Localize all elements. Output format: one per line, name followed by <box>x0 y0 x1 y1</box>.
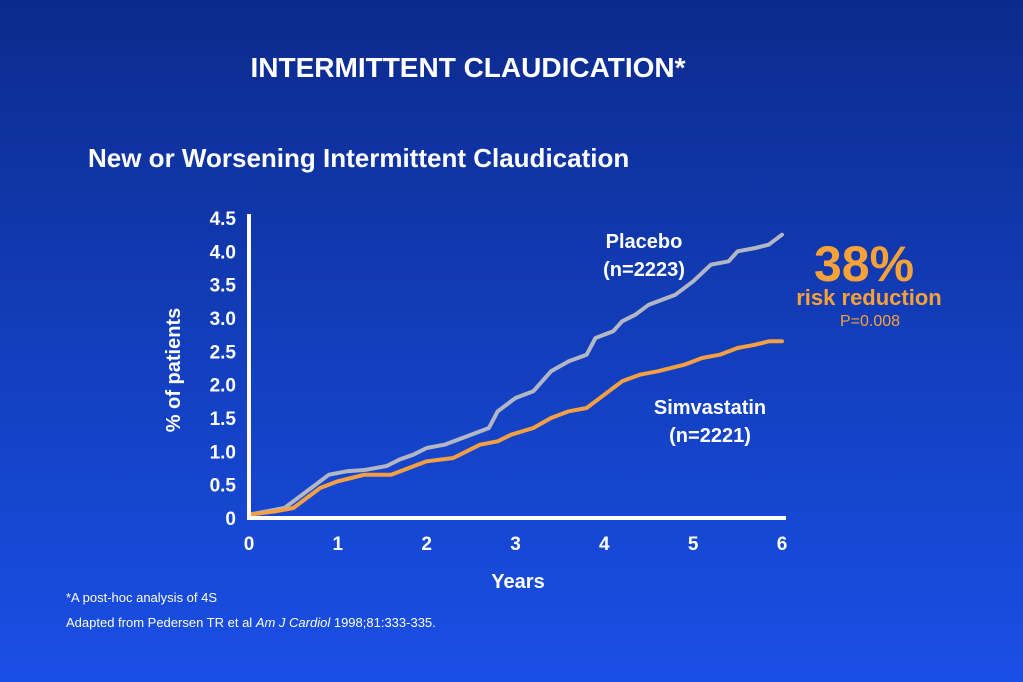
y-axis-title: % of patients <box>163 308 185 432</box>
risk-reduction-percent: 38% <box>813 236 915 292</box>
x-tick-label: 3 <box>510 534 521 555</box>
x-tick-label: 2 <box>421 534 432 555</box>
p-value: P=0.008 <box>839 313 901 330</box>
placebo-curve <box>247 232 784 517</box>
y-tick-label: 3.0 <box>210 309 236 330</box>
y-tick-label: 4.0 <box>210 242 236 263</box>
x-tick-label: 4 <box>599 534 610 555</box>
placebo-n-label: (n=2223) <box>603 259 685 281</box>
placebo-series-line <box>247 232 784 517</box>
simvastatin-label: Simvastatin <box>654 397 766 419</box>
x-tick-label: 5 <box>688 534 699 555</box>
y-tick-label: 2.5 <box>210 342 237 363</box>
citation-journal: Am J Cardiol <box>255 615 331 630</box>
y-tick-labels: 0 0.5 1.0 1.5 2.0 2.5 3.0 3.5 4.0 4.5 <box>210 209 237 530</box>
citation-volume: 1998;81:333-335. <box>330 615 436 630</box>
y-tick-label: 3.5 <box>210 276 237 297</box>
y-tick-label: 4.5 <box>210 209 237 230</box>
simvastatin-n-label: (n=2221) <box>669 425 751 447</box>
x-axis-title: Years <box>491 571 544 593</box>
y-tick-label: 0.5 <box>210 476 237 497</box>
placebo-label: Placebo <box>606 231 683 253</box>
x-tick-label: 6 <box>777 534 788 555</box>
risk-reduction-label: risk reduction <box>796 285 942 310</box>
simvastatin-series-line <box>247 339 784 517</box>
citation-authors: Adapted from Pedersen TR et al <box>66 615 256 630</box>
slide-title: INTERMITTENT CLAUDICATION* <box>250 52 686 83</box>
x-tick-label: 1 <box>333 534 344 555</box>
footnote-citation: Adapted from Pedersen TR et al Am J Card… <box>66 615 436 630</box>
footnote-analysis: *A post-hoc analysis of 4S <box>66 590 218 605</box>
x-tick-labels: 0 1 2 3 4 5 6 <box>244 534 788 555</box>
simvastatin-curve <box>247 339 784 517</box>
y-tick-label: 1.5 <box>210 409 237 430</box>
chart-subtitle: New or Worsening Intermittent Claudicati… <box>88 143 630 173</box>
y-tick-label: 2.0 <box>210 376 236 397</box>
y-tick-label: 1.0 <box>210 442 236 463</box>
x-tick-label: 0 <box>244 534 255 555</box>
y-tick-label: 0 <box>225 509 236 530</box>
